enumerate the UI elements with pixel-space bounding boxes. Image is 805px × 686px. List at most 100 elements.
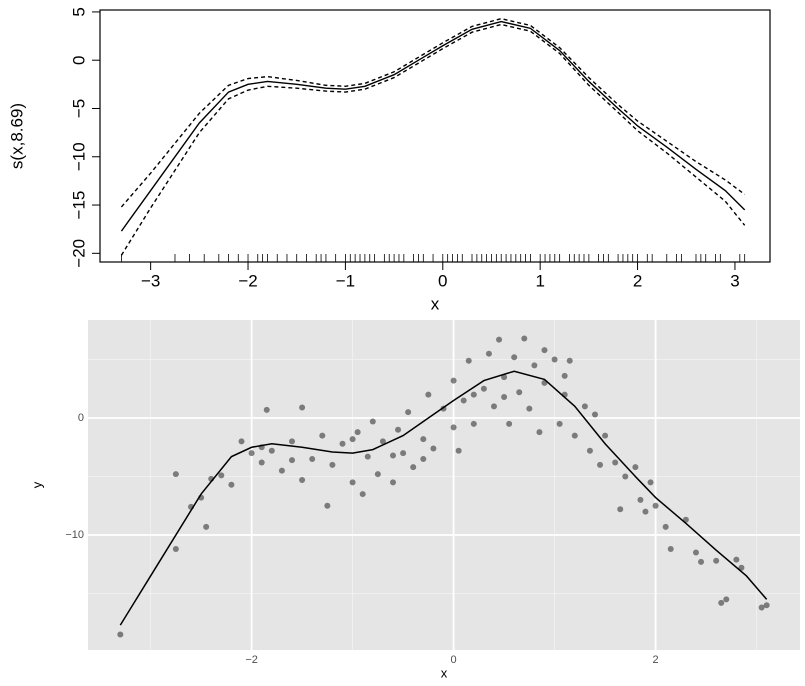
fit-line <box>120 20 746 232</box>
scatter-point <box>349 436 356 443</box>
scatter-point <box>172 546 179 553</box>
scatter-point <box>349 479 356 486</box>
scatter-point <box>642 508 649 515</box>
scatter-point <box>556 420 563 427</box>
scatter-point <box>470 391 477 398</box>
scatter-point <box>692 549 699 556</box>
scatter-point <box>117 631 124 638</box>
scatter-point <box>172 471 179 478</box>
scatter-point <box>425 391 432 398</box>
x-tick-label: 0 <box>438 271 447 290</box>
scatter-point <box>652 502 659 509</box>
fit-line <box>120 23 746 256</box>
y-axis-label: y <box>29 481 44 488</box>
scatter-point <box>516 389 523 396</box>
scatter-point <box>667 546 674 553</box>
scatter-point <box>450 377 457 384</box>
y-axis-label: s(x,8.69) <box>7 103 26 169</box>
scatter-point <box>490 403 497 410</box>
plot-background <box>88 320 800 650</box>
scatter-point <box>405 409 412 416</box>
scatter-point <box>420 436 427 443</box>
scatter-point <box>531 362 538 369</box>
fit-line <box>120 17 746 208</box>
scatter-point <box>713 557 720 564</box>
x-tick-label: −2 <box>238 271 257 290</box>
scatter-point <box>309 455 316 462</box>
scatter-point <box>470 420 477 427</box>
scatter-point <box>511 354 518 361</box>
x-tick-label: 2 <box>633 271 642 290</box>
scatter-point <box>612 459 619 466</box>
scatter-point <box>299 477 306 484</box>
x-tick-label: 3 <box>730 271 739 290</box>
scatter-point <box>617 506 624 513</box>
y-tick-label: 5 <box>69 7 88 16</box>
scatter-point <box>238 438 245 445</box>
scatter-point <box>480 385 487 392</box>
scatter-point <box>637 496 644 503</box>
fit-line <box>119 370 768 626</box>
scatter-point <box>521 335 528 342</box>
scatter-point <box>501 393 508 400</box>
y-tick-label: −10 <box>69 142 88 171</box>
scatter-point <box>647 479 654 486</box>
scatter-point <box>329 461 336 468</box>
x-tick-label: −2 <box>245 654 258 666</box>
y-tick-label: 0 <box>78 412 84 424</box>
y-tick-label: −10 <box>65 529 84 541</box>
scatter-point <box>389 479 396 486</box>
scatter-point <box>248 450 255 457</box>
scatter-point <box>324 502 331 509</box>
scatter-point <box>526 405 533 412</box>
plot-frame <box>99 9 771 263</box>
x-tick-label: 1 <box>535 271 544 290</box>
x-tick-label: −1 <box>336 271 355 290</box>
scatter-point <box>597 461 604 468</box>
scatter-point <box>586 447 593 454</box>
scatter-point <box>354 429 361 436</box>
scatter-point <box>395 426 402 433</box>
scatter-point <box>551 356 558 363</box>
scatter-point <box>389 452 396 459</box>
scatter-point <box>359 491 366 498</box>
scatter-point <box>536 429 543 436</box>
scatter-point <box>581 403 588 410</box>
scatter-point <box>738 564 745 571</box>
scatter-point <box>364 453 371 460</box>
scatter-point <box>430 445 437 452</box>
scatter-point <box>718 599 725 606</box>
scatter-point <box>319 432 326 439</box>
x-tick-label: 2 <box>653 654 659 666</box>
scatter-point <box>506 420 513 427</box>
scatter-point <box>622 473 629 480</box>
scatter-point <box>228 481 235 488</box>
y-tick-label: −20 <box>69 239 88 268</box>
scatter-point <box>450 424 457 431</box>
scatter-point <box>571 432 578 439</box>
scatter-point <box>723 596 730 603</box>
x-axis-label: x <box>441 665 448 680</box>
scatter-point <box>496 336 503 343</box>
y-tick-label: −5 <box>69 99 88 118</box>
scatter-point <box>758 604 765 611</box>
scatter-point <box>455 447 462 454</box>
scatter-point <box>218 472 225 479</box>
scatter-point <box>369 418 376 425</box>
scatter-point <box>698 558 705 565</box>
y-tick-label: −15 <box>69 191 88 220</box>
scatter-point <box>410 464 417 471</box>
scatter-point <box>420 455 427 462</box>
scatter-point <box>485 350 492 357</box>
scatter-point <box>662 523 669 530</box>
scatter-point <box>602 432 609 439</box>
scatter-point <box>339 440 346 447</box>
scatter-point <box>566 357 573 364</box>
scatter-point <box>763 602 770 609</box>
scatter-point <box>632 464 639 471</box>
scatter-point <box>379 438 386 445</box>
scatter-point <box>561 372 568 379</box>
x-tick-label: −3 <box>141 271 160 290</box>
